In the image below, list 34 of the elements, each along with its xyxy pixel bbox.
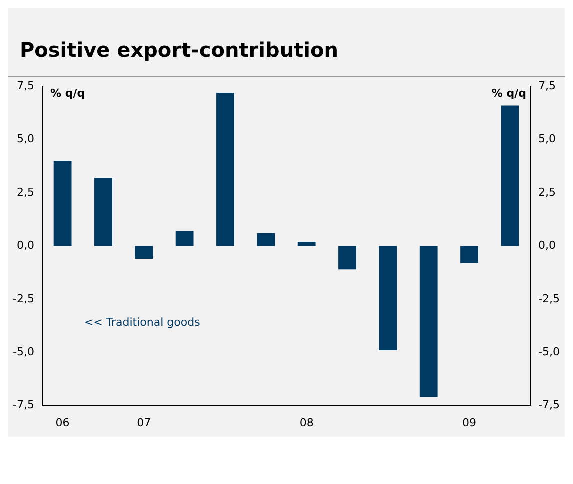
bar — [257, 233, 276, 246]
y2-tick-label: -2,5 — [538, 292, 560, 306]
bar — [216, 92, 234, 246]
x-tick-label: 08 — [300, 416, 314, 430]
bar — [54, 161, 72, 246]
bar — [94, 178, 112, 246]
y-tick-label: 0,0 — [16, 239, 34, 252]
y-tick-label: 7,5 — [16, 79, 34, 92]
y2-axis-title: % q/q — [492, 86, 527, 100]
bar — [298, 242, 316, 246]
bar — [501, 106, 520, 246]
bar — [460, 246, 478, 264]
y-tick-label: 2,5 — [16, 186, 34, 199]
annotation: << Traditional goods — [84, 316, 201, 329]
bar — [176, 231, 194, 246]
y-tick-label: -7,5 — [12, 398, 34, 412]
y2-tick-label: 5,0 — [538, 132, 556, 146]
bar — [379, 246, 398, 350]
y2-tick-label: -7,5 — [538, 398, 560, 412]
bar — [420, 246, 438, 398]
chart-title: Positive export-contribution — [8, 8, 565, 77]
y-tick-label: 5,0 — [16, 132, 34, 146]
bar — [338, 246, 356, 270]
y-tick-label: -5,0 — [12, 345, 34, 358]
y2-tick-label: 0,0 — [538, 239, 556, 252]
y-axis-title: % q/q — [50, 86, 86, 100]
y2-tick-label: 2,5 — [538, 186, 556, 199]
y-tick-label: -2,5 — [12, 292, 34, 306]
x-tick-label: 07 — [137, 416, 152, 430]
y2-tick-label: -5,0 — [538, 345, 560, 358]
x-tick-label: 06 — [56, 416, 70, 430]
y2-tick-label: 7,5 — [538, 79, 556, 92]
x-tick-label: 09 — [462, 416, 477, 430]
bar — [135, 246, 154, 259]
